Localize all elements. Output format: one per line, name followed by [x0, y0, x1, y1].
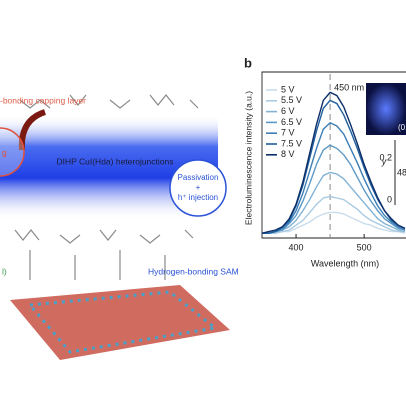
- arrow: [18, 109, 47, 151]
- legend-label: 6 V: [281, 106, 295, 116]
- x-tick-label: 500: [357, 242, 372, 252]
- legend-label: 8 V: [281, 149, 295, 159]
- annotation: 450 nm: [334, 82, 364, 92]
- passivation-circle: [169, 159, 227, 217]
- x-tick-label: 400: [289, 242, 304, 252]
- y-axis-label: Electroluminescence intensity (a.u.): [243, 91, 253, 225]
- passivation-label: Passivation: [178, 173, 219, 182]
- inset-annotation: 480: [397, 167, 406, 177]
- red-circle: [0, 127, 25, 177]
- passivation-injection: h⁺ injection: [178, 193, 218, 202]
- legend-label: 5 V: [281, 84, 295, 94]
- axes-frame: [261, 71, 406, 239]
- passivation-plus: +: [196, 183, 201, 192]
- inset-y-label: y: [381, 156, 387, 166]
- panel-label: b: [244, 55, 252, 70]
- series-line: [262, 121, 406, 234]
- legend-label: 5.5 V: [281, 95, 302, 105]
- series-line: [262, 211, 406, 234]
- green-fragment: l): [2, 266, 7, 276]
- series-line: [262, 171, 406, 234]
- inset-tick-label: 0: [387, 194, 392, 204]
- inset: (0. y0.2 0 480: [366, 83, 406, 205]
- chart: 400 500 Wavelength (nm) Electroluminescence…: [243, 71, 406, 268]
- illustration: -bonding capping layer DIHP CuI(Hda) het…: [0, 94, 239, 360]
- series-line: [262, 91, 406, 234]
- legend-label: 6.5 V: [281, 117, 302, 127]
- x-axis-label: Wavelength (nm): [311, 258, 379, 268]
- legend-label: 7 V: [281, 128, 295, 138]
- series-line: [262, 195, 405, 234]
- plot-area: [262, 91, 406, 234]
- left-fragment: g: [2, 147, 7, 157]
- heterojunction-label: DIHP CuI(Hda) heterojunctions: [56, 156, 173, 166]
- inset-tick-label: 0.2: [379, 152, 392, 162]
- substrate: [10, 285, 230, 360]
- inset-annotation: (0.: [398, 123, 406, 132]
- molecules: [14, 94, 199, 280]
- legend-label: 7.5 V: [281, 138, 302, 148]
- series-line: [262, 144, 406, 234]
- sam-label: Hydrogen-bonding SAM: [148, 266, 239, 276]
- capping-label: -bonding capping layer: [0, 95, 86, 105]
- inset-image: [366, 83, 406, 135]
